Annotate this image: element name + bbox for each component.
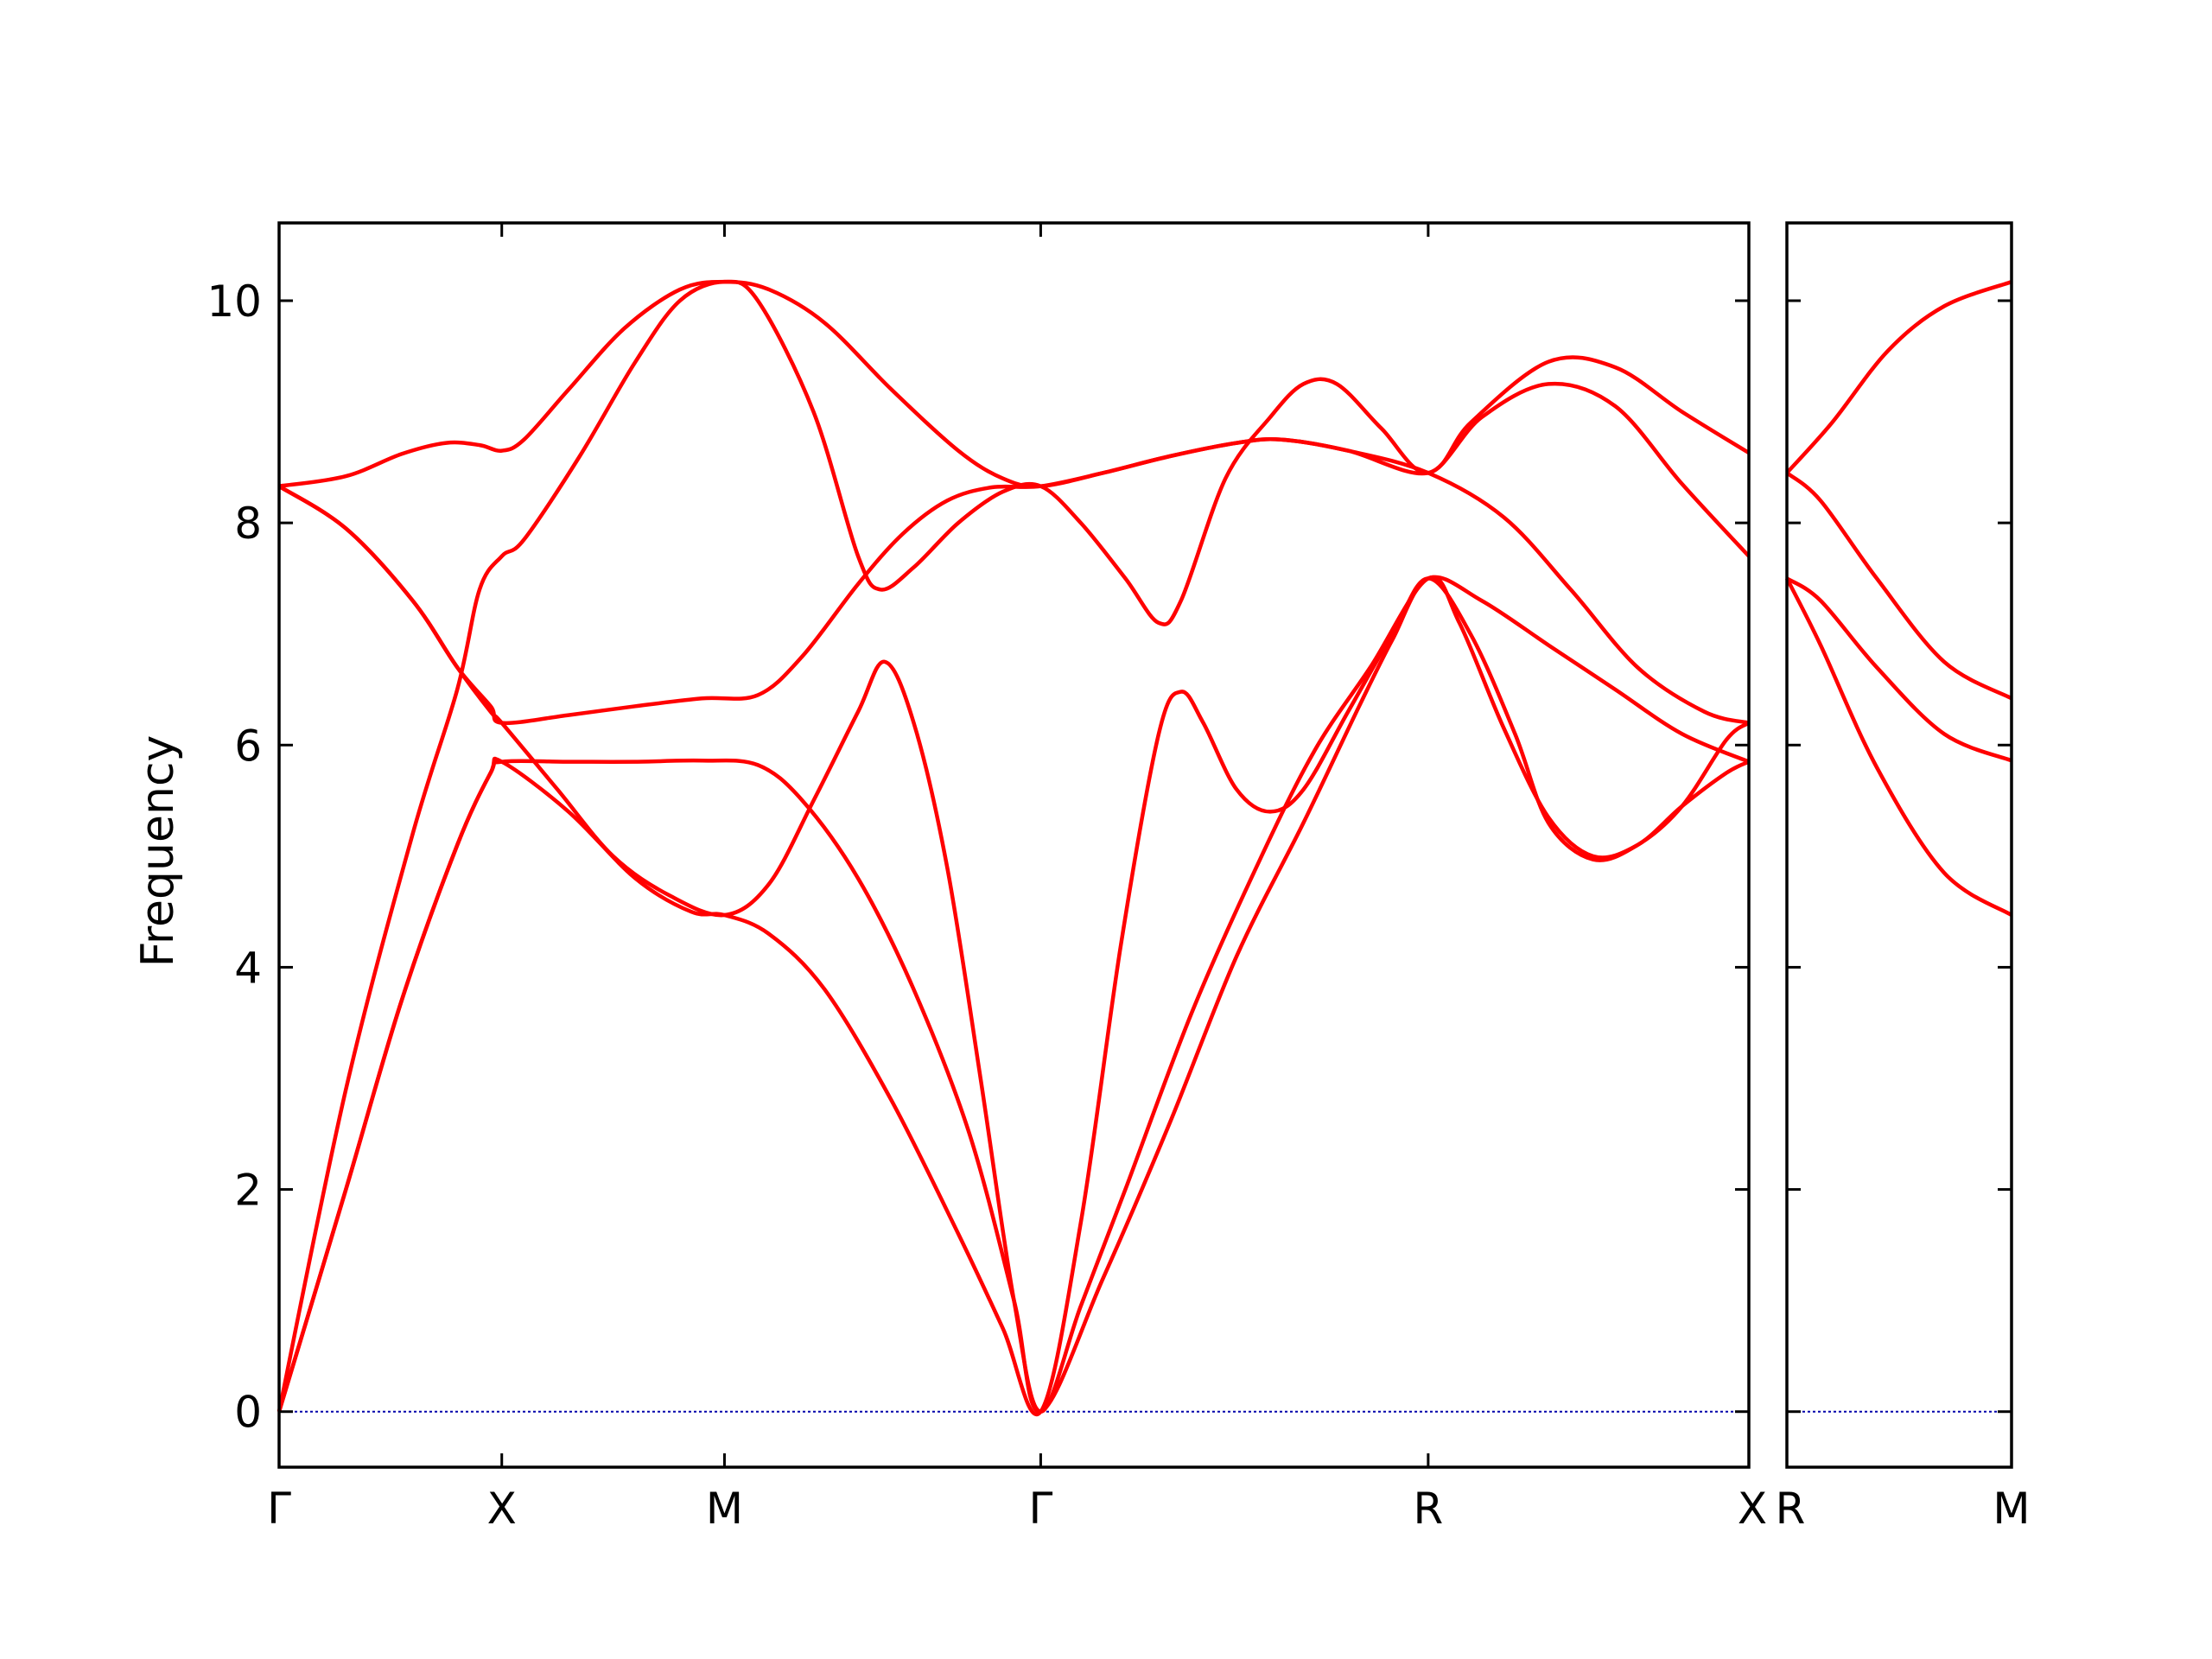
x-tick-label: R: [1413, 1484, 1443, 1534]
x-tick-label: M: [1993, 1484, 2030, 1534]
x-tick-label: Γ: [1028, 1484, 1052, 1534]
y-tick-label: 6: [234, 721, 262, 771]
band-right-2: [1785, 471, 2013, 701]
band-right-4: [1784, 577, 2013, 917]
band-left-3: [277, 484, 1750, 1414]
y-tick-label: 2: [234, 1166, 262, 1216]
y-tick-label: 0: [234, 1388, 262, 1438]
axis-ticks: [277, 223, 2013, 1467]
x-tick-label: Γ: [267, 1484, 291, 1534]
y-tick-label: 10: [207, 276, 262, 327]
plot-frame-left: [277, 221, 1751, 1469]
band-left-5: [276, 576, 1751, 1416]
x-tick-label: X: [487, 1484, 517, 1534]
y-tick-label: 8: [234, 499, 262, 549]
phonon-bands: [276, 279, 2013, 1416]
band-left-1: [278, 279, 1751, 489]
x-tick-label: R: [1776, 1484, 1806, 1534]
x-tick-label: M: [706, 1484, 743, 1534]
band-left-4: [276, 279, 1751, 1413]
band-right-1: [1785, 279, 2012, 474]
y-axis-label: Frequency: [132, 735, 184, 968]
band-right-3: [1785, 576, 2012, 763]
x-tick-label: X: [1738, 1484, 1767, 1534]
band-left-2: [277, 436, 1750, 726]
y-tick-label: 4: [234, 943, 262, 993]
band-left-6: [276, 575, 1750, 1414]
plot-frames: [277, 221, 2013, 1469]
plot-frame-right: [1785, 221, 2013, 1469]
